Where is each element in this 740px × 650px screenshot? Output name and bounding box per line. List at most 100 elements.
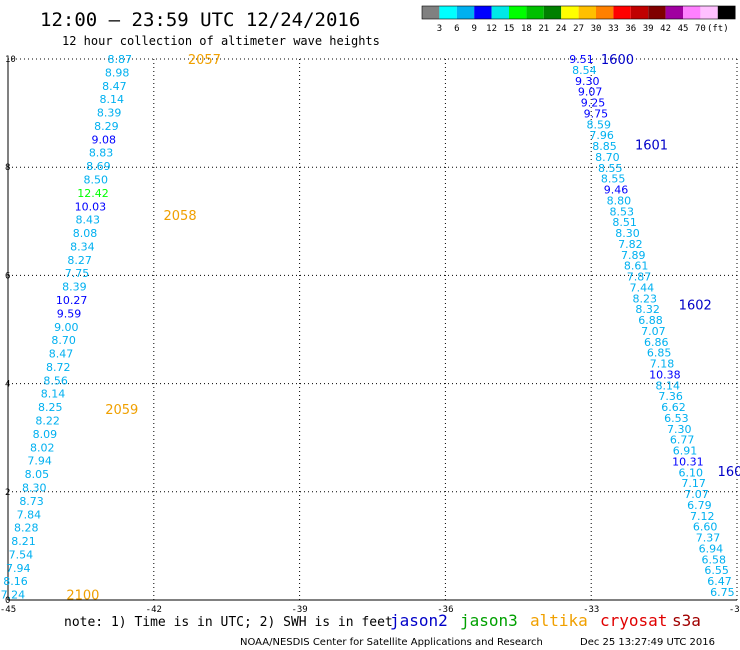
color-scale-tick-label: 42 bbox=[660, 24, 671, 34]
y-tick-label: 4 bbox=[5, 380, 10, 390]
wave-height-label: 8.70 bbox=[51, 334, 76, 347]
y-tick-label: 2 bbox=[5, 488, 10, 498]
wave-height-label: 12.42 bbox=[77, 187, 109, 200]
wave-height-label: 8.51 bbox=[612, 216, 637, 229]
y-axis-ticks: 0 2 4 6 8 10 bbox=[5, 55, 16, 606]
wave-height-label: 7.75 bbox=[65, 267, 90, 280]
chart-title: 12:00 – 23:59 UTC 12/24/2016 bbox=[40, 9, 360, 31]
color-scale-swatch bbox=[439, 6, 457, 19]
wave-height-label: 8.54 bbox=[572, 64, 597, 77]
color-scale-swatch bbox=[509, 6, 527, 19]
wave-height-label: 8.28 bbox=[14, 522, 39, 535]
satellite-legend-jason3: jason3 bbox=[460, 611, 518, 630]
wave-height-label: 9.00 bbox=[54, 321, 79, 334]
wave-height-label: 7.94 bbox=[6, 562, 31, 575]
wave-height-label: 8.69 bbox=[86, 160, 111, 173]
color-scale-tick-label: 24 bbox=[556, 24, 567, 34]
wave-height-label: 6.85 bbox=[647, 347, 672, 360]
color-scale-swatch bbox=[700, 6, 718, 19]
wave-height-label: 6.94 bbox=[699, 542, 724, 555]
satellite-tracks: 8.878.988.478.148.398.299.088.838.698.50… bbox=[1, 53, 740, 604]
wave-height-label: 8.14 bbox=[41, 388, 66, 401]
wave-height-label: 8.27 bbox=[67, 254, 92, 267]
time-label: 2059 bbox=[105, 403, 138, 418]
y-tick-label: 6 bbox=[5, 271, 10, 281]
color-scale-legend: 3 6 9 12 15 18 21 24 27 30 33 36 39 42 45 70 (ft) bbox=[421, 5, 736, 34]
wave-height-label: 8.09 bbox=[33, 428, 58, 441]
wave-height-label: 6.47 bbox=[707, 575, 732, 588]
color-scale-swatch bbox=[578, 6, 596, 19]
color-scale-swatch bbox=[683, 6, 701, 19]
wave-height-label: 10.38 bbox=[649, 368, 681, 381]
wave-height-label: 8.73 bbox=[19, 495, 44, 508]
wave-height-label: 8.23 bbox=[633, 292, 658, 305]
wave-height-label: 8.30 bbox=[615, 227, 640, 240]
wave-height-label: 8.22 bbox=[35, 415, 60, 428]
satellite-legend-cryosat: cryosat bbox=[600, 611, 667, 630]
color-scale-tick-label: 33 bbox=[608, 24, 619, 34]
color-scale-swatch bbox=[422, 6, 440, 19]
y-tick-label: 8 bbox=[5, 163, 10, 173]
wave-height-label: 10.03 bbox=[75, 200, 107, 213]
wave-height-label: 8.30 bbox=[22, 481, 47, 494]
wave-height-label: 7.82 bbox=[618, 238, 643, 251]
wave-height-label: 9.25 bbox=[581, 97, 606, 110]
wave-height-label: 8.16 bbox=[3, 575, 28, 588]
x-tick-label: -33 bbox=[583, 605, 599, 615]
track-altika: 8.878.988.478.148.398.299.088.838.698.50… bbox=[1, 53, 221, 604]
x-tick-label: -30 bbox=[729, 605, 740, 615]
wave-height-label: 7.54 bbox=[9, 548, 34, 561]
wave-height-label: 8.55 bbox=[601, 173, 626, 186]
color-scale-swatch bbox=[665, 6, 683, 19]
wave-height-label: 8.80 bbox=[607, 194, 632, 207]
wave-height-label: 9.51 bbox=[569, 53, 594, 66]
wave-height-label: 7.12 bbox=[690, 510, 715, 523]
footer-credit: NOAA/NESDIS Center for Satellite Applica… bbox=[240, 637, 543, 648]
x-tick-label: -36 bbox=[437, 605, 453, 615]
satellite-legend-jason2: jason2 bbox=[390, 611, 448, 630]
wave-height-label: 8.53 bbox=[609, 205, 634, 218]
color-scale-swatch bbox=[474, 6, 492, 19]
wave-height-label: 9.30 bbox=[575, 75, 600, 88]
wave-height-label: 8.85 bbox=[592, 140, 617, 153]
wave-height-label: 8.05 bbox=[25, 468, 50, 481]
time-label: 1603 bbox=[718, 465, 740, 480]
wave-height-label: 7.24 bbox=[1, 589, 26, 602]
wave-height-label: 6.77 bbox=[670, 434, 695, 447]
wave-height-label: 8.43 bbox=[75, 214, 100, 227]
color-scale-swatch bbox=[561, 6, 579, 19]
wave-height-label: 7.37 bbox=[696, 532, 721, 545]
wave-height-label: 8.87 bbox=[108, 53, 133, 66]
wave-height-label: 6.60 bbox=[693, 521, 718, 534]
wave-height-label: 9.59 bbox=[57, 307, 82, 320]
wave-height-label: 8.56 bbox=[43, 374, 68, 387]
footer-note: note: 1) Time is in UTC; 2) SWH is in fe… bbox=[64, 615, 393, 630]
wave-height-label: 8.47 bbox=[49, 348, 74, 361]
color-scale-tick-label: 9 bbox=[471, 24, 476, 34]
wave-height-label: 6.91 bbox=[673, 445, 698, 458]
track-jason2: 9.518.549.309.079.259.758.597.968.858.70… bbox=[569, 53, 740, 599]
color-scale-swatch bbox=[456, 6, 475, 19]
wave-height-label: 10.31 bbox=[672, 455, 704, 468]
x-axis-ticks: -45 -42 -39 -36 -33 -30 bbox=[0, 605, 740, 615]
chart-subtitle: 12 hour collection of altimeter wave hei… bbox=[62, 34, 380, 48]
time-label: 1602 bbox=[679, 299, 712, 314]
wave-height-label: 6.10 bbox=[679, 466, 704, 479]
satellite-legend: jason2 jason3 altika cryosat s3a bbox=[390, 611, 701, 630]
wave-height-label: 7.44 bbox=[630, 281, 655, 294]
wave-height-label: 8.83 bbox=[89, 147, 114, 160]
color-scale-tick-label: 30 bbox=[591, 24, 602, 34]
wave-height-label: 6.62 bbox=[661, 401, 686, 414]
wave-height-label: 8.50 bbox=[83, 174, 108, 187]
wave-height-label: 7.84 bbox=[17, 508, 42, 521]
wave-height-label: 6.88 bbox=[638, 314, 663, 327]
wave-height-label: 9.07 bbox=[578, 86, 603, 99]
color-scale-border bbox=[421, 5, 736, 20]
wave-height-label: 6.86 bbox=[644, 336, 669, 349]
wave-height-label: 8.70 bbox=[595, 151, 620, 164]
satellite-legend-altika: altika bbox=[530, 611, 588, 630]
color-scale-swatch bbox=[596, 6, 614, 19]
wave-height-label: 7.30 bbox=[667, 423, 692, 436]
x-tick-label: -45 bbox=[0, 605, 16, 615]
